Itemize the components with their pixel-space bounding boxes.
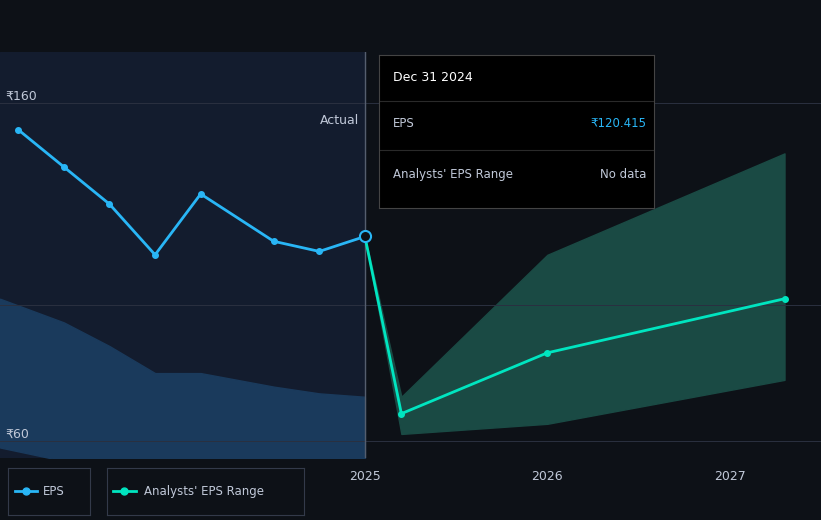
Bar bbox=[0, 52, 365, 458]
Text: ₹60: ₹60 bbox=[6, 427, 30, 440]
Text: Analysts Forecasts: Analysts Forecasts bbox=[379, 114, 496, 127]
Text: No data: No data bbox=[599, 168, 646, 181]
Text: Dec 31 2024: Dec 31 2024 bbox=[393, 71, 473, 84]
Text: Actual: Actual bbox=[320, 114, 360, 127]
Text: ₹160: ₹160 bbox=[6, 89, 37, 102]
Text: Analysts' EPS Range: Analysts' EPS Range bbox=[144, 485, 264, 498]
Text: 2026: 2026 bbox=[531, 470, 563, 483]
Text: ₹120.415: ₹120.415 bbox=[590, 117, 646, 130]
Text: EPS: EPS bbox=[393, 117, 415, 130]
Text: Analysts' EPS Range: Analysts' EPS Range bbox=[393, 168, 513, 181]
Text: EPS: EPS bbox=[43, 485, 64, 498]
Text: 2027: 2027 bbox=[714, 470, 745, 483]
Text: 2024: 2024 bbox=[167, 470, 198, 483]
Text: 2025: 2025 bbox=[349, 470, 381, 483]
